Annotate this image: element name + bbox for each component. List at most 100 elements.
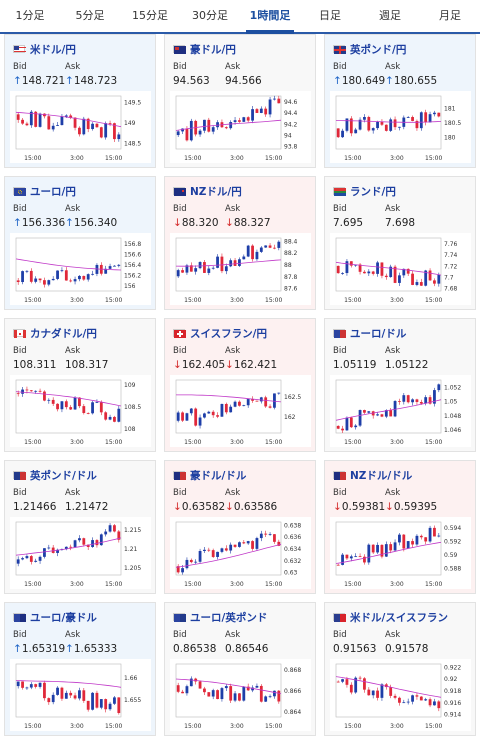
candle-body <box>376 121 379 129</box>
tab-4[interactable]: 1時間足 <box>240 0 300 34</box>
pair-name-link[interactable]: 英ポンド/ドル <box>30 469 97 482</box>
rate-card[interactable]: スイスフラン/円 Bid Ask ↓162.405 ↓162.421 162.5 162 15… <box>164 318 316 452</box>
card-header: ユーロ/ドル <box>333 326 406 340</box>
rate-card[interactable]: カナダドル/円 Bid Ask 108.311 108.317 109 108.5 108 15… <box>4 318 156 452</box>
y-tick-label: 93.8 <box>284 144 298 151</box>
pair-name-link[interactable]: NZドル/円 <box>190 185 242 198</box>
candle-body <box>108 416 112 420</box>
price-chart[interactable]: 181 180.5 180 15:00 3:00 15:00 <box>330 91 471 163</box>
rate-card[interactable]: ユーロ/英ポンド Bid Ask 0.86538 0.86546 0.868 0.866 0.… <box>164 602 316 736</box>
y-tick-label: 156.2 <box>124 273 141 280</box>
price-chart[interactable]: 0.594 0.592 0.59 0.588 15:00 3:00 15:00 <box>330 517 471 589</box>
flag-eu-au-icon <box>13 613 26 622</box>
price-chart[interactable]: 0.922 0.92 0.918 0.916 0.914 15:00 3:00 15:00 <box>330 659 471 731</box>
rate-card[interactable]: 豪ドル/ドル Bid Ask ↓0.63582 ↓0.63586 0.638 0.636 0.… <box>164 460 316 594</box>
price-chart[interactable]: 0.868 0.866 0.864 15:00 3:00 15:00 <box>170 659 311 731</box>
candle-body <box>363 271 366 274</box>
tab-2[interactable]: 15分足 <box>132 9 168 22</box>
tab-3[interactable]: 30分足 <box>192 9 228 22</box>
flag-eu-us-icon <box>333 329 346 338</box>
candle-body <box>384 410 388 417</box>
candle-body <box>363 556 366 563</box>
ask-label: Ask <box>225 630 241 640</box>
candle-body <box>419 282 423 286</box>
plot-frame <box>15 379 122 434</box>
bid-price: 156.336 <box>21 217 66 229</box>
pair-name-link[interactable]: NZドル/ドル <box>350 469 413 482</box>
tab-5[interactable]: 日足 <box>319 9 341 22</box>
price-chart[interactable]: 88.4 88.2 88 87.8 87.6 15:00 3:00 15:00 <box>170 233 311 305</box>
rate-card[interactable]: ランド/円 Bid Ask 7.695 7.698 7.76 7.74 7.72 7.7 7.68… <box>324 176 476 310</box>
price-chart[interactable]: 0.638 0.636 0.634 0.632 0.63 15:00 3:00 15:00 <box>170 517 311 589</box>
ask-label: Ask <box>65 630 81 640</box>
pair-name-link[interactable]: 豪ドル/円 <box>190 43 236 56</box>
candle-body <box>73 695 77 699</box>
price-chart[interactable]: 149.5 149 148.5 15:00 3:00 15:00 <box>10 91 151 163</box>
rate-card[interactable]: ユーロ/円 Bid Ask ↑156.336 ↑156.340 156.8 156.6 156… <box>4 176 156 310</box>
pair-name-link[interactable]: ユーロ/英ポンド <box>190 611 268 624</box>
rate-card[interactable]: NZドル/ドル Bid Ask ↓0.59381 ↓0.59395 0.594 0.592 0… <box>324 460 476 594</box>
price-chart[interactable]: 1.66 1.655 15:00 3:00 15:00 <box>10 659 151 731</box>
candle-body <box>21 119 24 124</box>
x-tick-label: 15:00 <box>425 439 442 446</box>
rate-card[interactable]: NZドル/円 Bid Ask ↓88.320 ↓88.327 88.4 88.2 88 87.8… <box>164 176 316 310</box>
y-tick-label: 0.866 <box>284 688 301 695</box>
ask-arrow-icon: ↑ <box>65 217 74 229</box>
candle-body <box>277 98 281 104</box>
candle-body <box>273 534 276 542</box>
price-chart[interactable]: 109 108.5 108 15:00 3:00 15:00 <box>10 375 151 447</box>
rate-card[interactable]: ユーロ/ドル Bid Ask 1.05119 1.05122 1.052 1.05 1.048… <box>324 318 476 452</box>
rate-card[interactable]: 米ドル/スイスフラン Bid Ask 0.91563 0.91578 0.922 0.92 0… <box>324 602 476 736</box>
tab-0[interactable]: 1分足 <box>15 9 45 22</box>
price-chart[interactable]: 1.215 1.21 1.205 15:00 3:00 15:00 <box>10 517 151 589</box>
candle-body <box>411 399 414 403</box>
candle-body <box>380 544 384 557</box>
candle-body <box>43 280 46 285</box>
bid-value: ↑156.336 <box>13 217 65 229</box>
tab-1[interactable]: 5分足 <box>75 9 105 22</box>
plot-frame <box>335 379 442 434</box>
rate-card[interactable]: 米ドル/円 Bid Ask ↑148.721 ↑148.723 149.5 149 148.5… <box>4 34 156 168</box>
price-chart[interactable]: 94.6 94.4 94.2 94 93.8 15:00 3:00 15:00 <box>170 91 311 163</box>
ask-arrow-icon: ↑ <box>65 75 74 87</box>
tab-6[interactable]: 週足 <box>379 9 401 22</box>
ask-value: ↑156.340 <box>65 217 117 229</box>
rate-card[interactable]: 豪ドル/円 Bid Ask 94.563 94.566 94.6 94.4 94.2 94 93.… <box>164 34 316 168</box>
y-tick-label: 7.76 <box>444 241 458 248</box>
candle-body <box>242 405 246 407</box>
candle-body <box>411 273 414 285</box>
pair-name-link[interactable]: ユーロ/豪ドル <box>30 611 97 624</box>
pair-name-link[interactable]: 米ドル/円 <box>30 43 76 56</box>
pair-name-link[interactable]: ユーロ/円 <box>30 185 76 198</box>
ask-price: 0.91578 <box>385 643 429 655</box>
tab-7[interactable]: 月足 <box>439 9 461 22</box>
candle-body <box>194 678 198 682</box>
rate-card[interactable]: 英ポンド/ドル Bid Ask 1.21466 1.21472 1.215 1.21 1.20… <box>4 460 156 594</box>
y-tick-label: 0.916 <box>444 700 461 707</box>
pair-name-link[interactable]: 豪ドル/ドル <box>190 469 247 482</box>
pair-name-link[interactable]: ユーロ/ドル <box>350 327 407 340</box>
price-chart[interactable]: 7.76 7.74 7.72 7.7 7.68 15:00 3:00 15:00 <box>330 233 471 305</box>
rate-card[interactable]: 英ポンド/円 Bid Ask ↑180.649 ↑180.655 181 180.5 180 1… <box>324 34 476 168</box>
x-tick-label: 15:00 <box>344 723 361 730</box>
x-tick-label: 15:00 <box>105 581 122 588</box>
pair-name-link[interactable]: 米ドル/スイスフラン <box>350 611 449 624</box>
price-chart[interactable]: 162.5 162 15:00 3:00 15:00 <box>170 375 311 447</box>
candle-body <box>398 126 401 128</box>
pair-name-link[interactable]: 英ポンド/円 <box>350 43 407 56</box>
price-chart[interactable]: 1.052 1.05 1.048 1.046 15:00 3:00 15:00 <box>330 375 471 447</box>
candle-body <box>433 112 436 115</box>
candle-body <box>220 256 224 272</box>
candle-body <box>108 266 112 269</box>
pair-name-link[interactable]: スイスフラン/円 <box>190 327 268 340</box>
rate-card[interactable]: ユーロ/豪ドル Bid Ask ↑1.65319 ↑1.65333 1.66 1.655 15… <box>4 602 156 736</box>
price-chart[interactable]: 156.8 156.6 156.4 156.2 156 15:00 3:00 15:00 <box>10 233 151 305</box>
candle-body <box>176 270 180 277</box>
y-tick-label: 0.918 <box>444 688 461 695</box>
pair-name-link[interactable]: カナダドル/円 <box>30 327 97 340</box>
ask-value: 0.91578 <box>385 643 428 655</box>
candle-body <box>203 119 206 131</box>
bid-value: ↓88.320 <box>173 217 219 229</box>
pair-name-link[interactable]: ランド/円 <box>350 185 396 198</box>
